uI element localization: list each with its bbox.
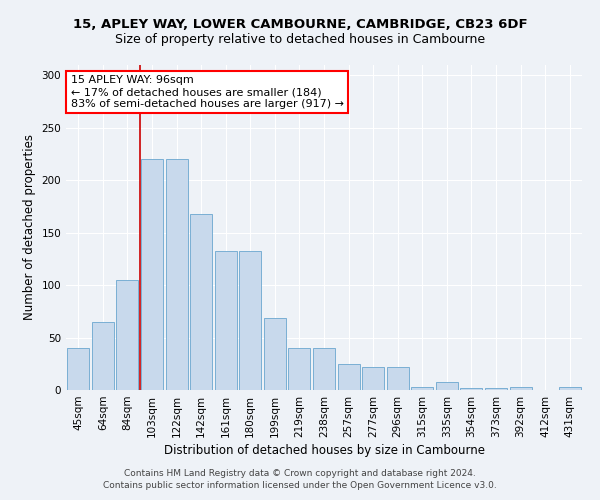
Y-axis label: Number of detached properties: Number of detached properties (23, 134, 36, 320)
Bar (239, 250, 262, 390)
Bar (116, 280, 139, 390)
Bar (67, 348, 89, 390)
Bar (485, 388, 507, 390)
X-axis label: Distribution of detached houses by size in Cambourne: Distribution of detached houses by size … (163, 444, 485, 457)
Bar (289, 348, 310, 390)
Bar (92, 322, 114, 390)
Bar (386, 367, 409, 390)
Bar (313, 348, 335, 390)
Text: Contains HM Land Registry data © Crown copyright and database right 2024.: Contains HM Land Registry data © Crown c… (124, 468, 476, 477)
Bar (460, 388, 482, 390)
Bar (362, 367, 384, 390)
Bar (264, 318, 286, 390)
Text: 15, APLEY WAY, LOWER CAMBOURNE, CAMBRIDGE, CB23 6DF: 15, APLEY WAY, LOWER CAMBOURNE, CAMBRIDG… (73, 18, 527, 30)
Bar (338, 364, 359, 390)
Bar (509, 387, 532, 390)
Bar (436, 382, 458, 390)
Bar (190, 214, 212, 390)
Text: Size of property relative to detached houses in Cambourne: Size of property relative to detached ho… (115, 32, 485, 46)
Bar (215, 250, 237, 390)
Bar (559, 387, 581, 390)
Text: Contains public sector information licensed under the Open Government Licence v3: Contains public sector information licen… (103, 481, 497, 490)
Bar (166, 160, 188, 390)
Bar (141, 160, 163, 390)
Bar (411, 387, 433, 390)
Text: 15 APLEY WAY: 96sqm
← 17% of detached houses are smaller (184)
83% of semi-detac: 15 APLEY WAY: 96sqm ← 17% of detached ho… (71, 76, 344, 108)
